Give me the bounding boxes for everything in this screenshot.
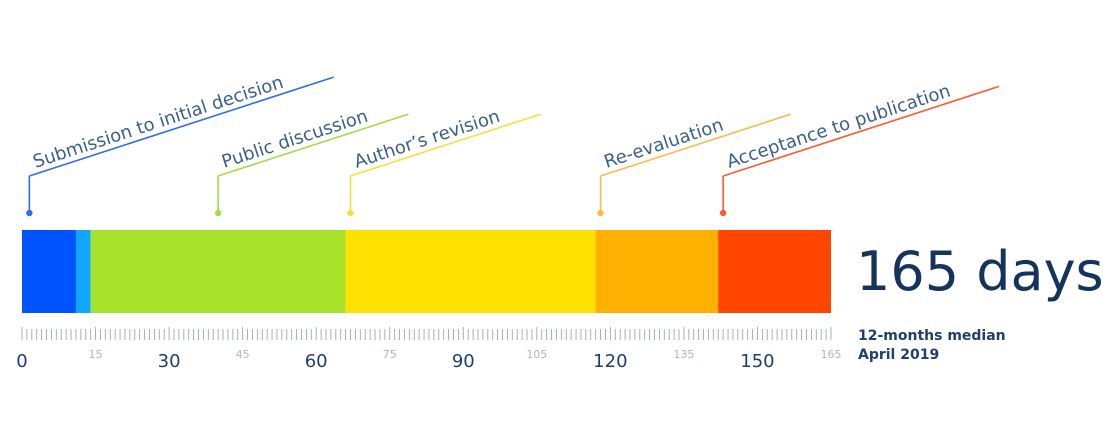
phase-bar-2 xyxy=(90,230,346,313)
phase-label-2: Author’s revision xyxy=(352,106,503,173)
tick-label-30: 30 xyxy=(158,351,181,372)
tick-label-90: 90 xyxy=(452,351,475,372)
phase-bar-4 xyxy=(595,230,719,313)
leader-slant-0 xyxy=(29,76,334,177)
tick-label-135: 135 xyxy=(673,348,694,361)
phase-bar-0 xyxy=(22,230,76,313)
tick-label-150: 150 xyxy=(740,351,774,372)
tick-label-45: 45 xyxy=(236,348,250,361)
phase-label-1: Public discussion xyxy=(219,106,370,173)
phase-label-3: Re-evaluation xyxy=(602,114,726,172)
total-days-label: 165 days xyxy=(856,240,1103,303)
leader-dot-2 xyxy=(347,209,354,217)
leader-slant-4 xyxy=(722,85,1000,177)
axis-ruler xyxy=(21,327,832,340)
phase-bars xyxy=(22,230,831,313)
phase-bar-3 xyxy=(345,230,596,313)
leader-dot-0 xyxy=(26,209,33,217)
tick-label-105: 105 xyxy=(526,348,547,361)
chart-panel xyxy=(10,6,1093,431)
leader-dot-1 xyxy=(214,209,222,217)
tick-label-165: 165 xyxy=(821,348,842,361)
tick-label-0: 0 xyxy=(16,351,27,372)
phase-label-4: Acceptance to publication xyxy=(724,80,953,172)
tick-label-120: 120 xyxy=(593,351,627,372)
tick-label-75: 75 xyxy=(383,348,397,361)
caption-median: 12-months median xyxy=(858,328,1006,344)
leader-slant-2 xyxy=(350,113,541,177)
axis-tick-labels: 0 30 60 90 120 150 15 45 75 105 135 165 xyxy=(16,348,841,372)
tick-label-15: 15 xyxy=(89,348,103,361)
leader-dot-4 xyxy=(719,209,727,217)
phase-bar-1 xyxy=(75,230,91,313)
leader-slant-1 xyxy=(217,113,409,177)
caption-date: April 2019 xyxy=(858,347,939,363)
leader-slant-3 xyxy=(600,113,792,177)
phase-bar-5 xyxy=(718,230,831,313)
leader-dot-3 xyxy=(597,209,604,217)
tick-label-60: 60 xyxy=(305,351,328,372)
